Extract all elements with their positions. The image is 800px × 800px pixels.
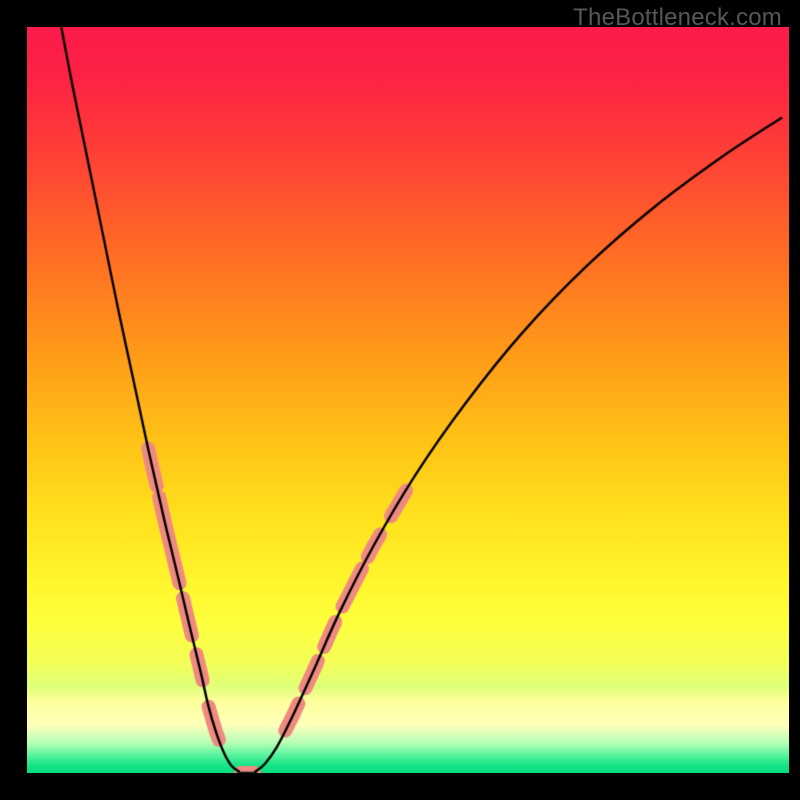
curve-layer — [0, 0, 800, 800]
watermark-text: TheBottleneck.com — [573, 4, 782, 32]
chart-stage: TheBottleneck.com — [0, 0, 800, 800]
